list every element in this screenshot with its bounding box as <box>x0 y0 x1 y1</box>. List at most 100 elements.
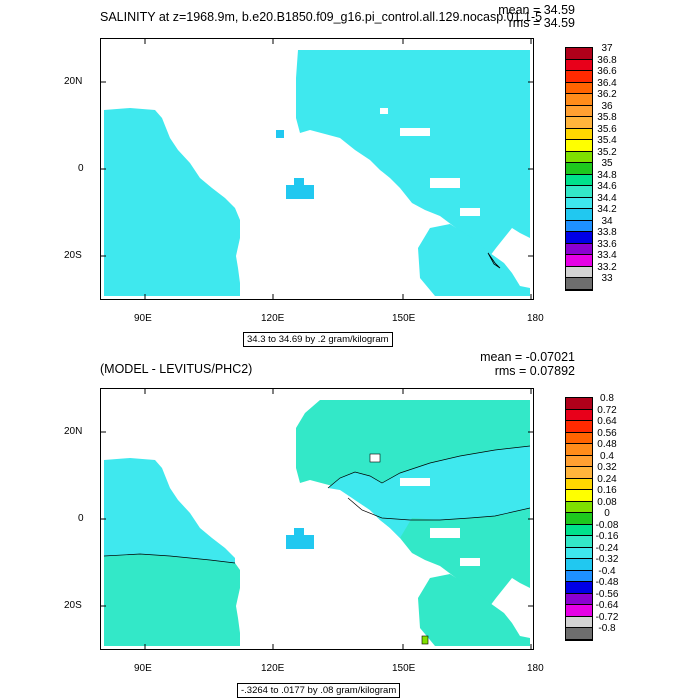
colorbar-label: 33.8 <box>597 227 617 239</box>
colorbar-swatch <box>566 478 592 491</box>
colorbar-label: 0.8 <box>600 393 614 404</box>
colorbar-swatch <box>566 220 592 233</box>
bottom-xtick-120e: 120E <box>261 663 285 674</box>
colorbar-swatch <box>566 547 592 560</box>
colorbar-label: 0.24 <box>597 473 617 485</box>
colorbar-label: 0.08 <box>597 496 617 508</box>
colorbar-label: 0.48 <box>597 439 617 451</box>
bottom-xtick-180: 180 <box>527 663 544 674</box>
colorbar-swatch <box>566 278 592 290</box>
bottom-stat-mean: mean = -0.07021 <box>480 350 575 364</box>
colorbar-swatch <box>566 444 592 456</box>
colorbar-label: -0.64 <box>595 600 619 612</box>
colorbar-label: -0.72 <box>595 611 619 623</box>
colorbar-swatch <box>566 71 592 83</box>
colorbar-swatch <box>566 467 592 479</box>
colorbar-label: 33 <box>601 273 613 285</box>
bottom-colorbar <box>565 397 593 641</box>
bottom-xtick-150e: 150E <box>392 663 416 674</box>
colorbar-label: 35 <box>601 158 613 170</box>
colorbar-swatch <box>566 255 592 267</box>
top-colorbar <box>565 47 593 291</box>
colorbar-label: -0.24 <box>595 542 619 554</box>
top-indian-ocean <box>104 108 240 296</box>
colorbar-label: 0.32 <box>597 462 617 474</box>
colorbar-swatch <box>566 582 592 594</box>
colorbar-label: 33.6 <box>597 238 617 250</box>
colorbar-label: -0.8 <box>598 623 616 635</box>
colorbar-swatch <box>566 616 592 629</box>
colorbar-swatch <box>566 266 592 279</box>
top-ytick-20n: 20N <box>64 76 83 87</box>
top-map <box>100 38 534 300</box>
colorbar-swatch <box>566 421 592 433</box>
bottom-title: (MODEL - LEVITUS/PHC2) <box>100 362 253 376</box>
top-title: SALINITY at z=1968.9m, b.e20.B1850.f09_g… <box>100 10 543 24</box>
colorbar-swatch <box>566 559 592 571</box>
colorbar-swatch <box>566 628 592 640</box>
colorbar-label: -0.48 <box>595 577 619 589</box>
bottom-contour-info: -.3264 to .0177 by .08 gram/kilogram <box>237 683 401 698</box>
top-stat-mean: mean = 34.59 <box>498 3 575 17</box>
colorbar-label: 35.6 <box>597 123 617 135</box>
colorbar-swatch <box>566 59 592 72</box>
colorbar-label: 35.4 <box>597 135 617 147</box>
colorbar-swatch <box>566 501 592 514</box>
top-xtick-120e: 120E <box>261 313 285 324</box>
colorbar-swatch <box>566 490 592 502</box>
bottom-xtick-90e: 90E <box>134 663 152 674</box>
colorbar-label: 36.8 <box>597 54 617 66</box>
colorbar-swatch <box>566 398 592 410</box>
colorbar-label: -0.08 <box>595 519 619 531</box>
top-ytick-20s: 20S <box>64 250 82 261</box>
colorbar-swatch <box>566 232 592 244</box>
colorbar-swatch <box>566 48 592 60</box>
top-pacific <box>296 50 530 256</box>
colorbar-label: -0.16 <box>595 531 619 543</box>
top-xtick-150e: 150E <box>392 313 416 324</box>
bottom-equatorial-band <box>328 446 530 538</box>
colorbar-swatch <box>566 513 592 525</box>
colorbar-swatch <box>566 524 592 537</box>
colorbar-label: 0.64 <box>597 416 617 428</box>
colorbar-label: -0.4 <box>598 565 616 577</box>
colorbar-swatch <box>566 605 592 617</box>
colorbar-swatch <box>566 455 592 468</box>
colorbar-swatch <box>566 209 592 221</box>
top-ytick-0: 0 <box>78 163 84 174</box>
colorbar-label: 34 <box>601 215 613 227</box>
colorbar-label: 0.56 <box>597 427 617 439</box>
colorbar-swatch <box>566 243 592 256</box>
colorbar-swatch <box>566 163 592 175</box>
colorbar-label: 33.4 <box>597 250 617 262</box>
colorbar-swatch <box>566 593 592 606</box>
bottom-indian-upper <box>104 458 235 563</box>
colorbar-swatch <box>566 536 592 548</box>
colorbar-label: 36.4 <box>597 77 617 89</box>
colorbar-swatch <box>566 197 592 210</box>
colorbar-label: 34.8 <box>597 169 617 181</box>
colorbar-label: 35.2 <box>597 146 617 158</box>
top-xtick-180: 180 <box>527 313 544 324</box>
colorbar-label: 0.16 <box>597 485 617 497</box>
bottom-ytick-0: 0 <box>78 513 84 524</box>
colorbar-label: 0.4 <box>600 450 614 462</box>
bottom-map <box>100 388 534 650</box>
colorbar-swatch <box>566 151 592 164</box>
colorbar-label: 34.6 <box>597 181 617 193</box>
colorbar-swatch <box>566 94 592 106</box>
bottom-indian-lower <box>104 554 240 646</box>
colorbar-label: 36.2 <box>597 89 617 101</box>
bottom-ytick-20n: 20N <box>64 426 83 437</box>
colorbar-swatch <box>566 570 592 583</box>
colorbar-label: 33.2 <box>597 261 617 273</box>
colorbar-label: 0 <box>604 508 610 520</box>
top-stat-rms: rms = 34.59 <box>508 16 575 30</box>
bottom-stat-rms: rms = 0.07892 <box>494 364 575 378</box>
top-xtick-90e: 90E <box>134 313 152 324</box>
bottom-south-pacific <box>418 574 530 646</box>
colorbar-swatch <box>566 82 592 95</box>
top-south-pacific <box>418 224 530 296</box>
colorbar-swatch <box>566 186 592 198</box>
colorbar-swatch <box>566 409 592 422</box>
